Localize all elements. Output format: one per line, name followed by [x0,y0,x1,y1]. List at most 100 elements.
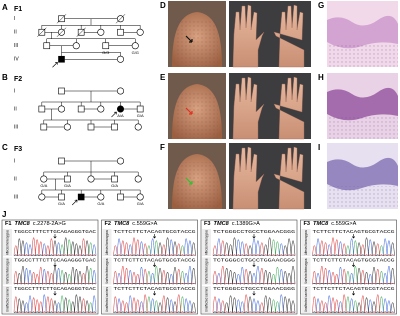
row-label-bg [301,286,311,313]
trace-T [212,240,296,256]
torso-lesions [176,92,218,138]
deceased-mark [37,27,47,37]
sequence: TGGCCTTTCTTGCAGAGGGTGAC [14,259,96,264]
genotype: G/A [137,113,144,118]
generation-label: I [14,16,15,22]
dermis-texture [327,44,398,67]
female-symbol [134,175,142,183]
male-symbol [58,193,65,201]
variant-arrow [351,234,356,239]
trace-T [212,294,296,313]
sequencing-title: F2 TMC8 c.559G>A [105,221,158,227]
male-symbol [117,193,124,201]
panel-label: B [2,73,8,82]
row-label-bg [102,229,112,256]
male-symbol [64,175,71,183]
title-gene: TMC8 [214,221,230,227]
torso-lesions [176,162,218,208]
male-symbol [77,193,85,201]
female-symbol [40,175,48,183]
trace-C [212,294,296,313]
sequence: TCTTCTTCTACAGTGCGTACCG [114,287,197,292]
male-symbol [87,123,95,131]
variant-arrow [252,234,256,239]
row-label-bg [202,229,211,256]
variant-arrow [252,291,256,296]
male-symbol [38,105,46,113]
trace-C [13,294,97,313]
hand [232,76,265,140]
genotype: G/A [64,183,71,188]
title-variant: c.2278-2A>G [33,221,66,227]
title-variant: c.559G>A [132,221,157,227]
descent-line [61,45,121,57]
proband-arrow [111,111,117,118]
hand [273,76,305,140]
hand [273,146,305,210]
title-family: F2 [105,221,112,227]
row-label-bg [202,257,211,285]
panel-label: A [2,3,8,12]
trace-T [13,266,97,285]
male-symbol [111,175,118,183]
descent-line [41,18,141,30]
trace-A [13,239,97,256]
family-label: F1 [14,6,22,13]
sequencing-title: F3 TMC8 c.559G>A [304,221,357,227]
panel-label: I [318,143,320,152]
male-symbol [40,123,48,131]
variant-arrow [351,291,356,296]
female-symbol [97,193,105,201]
descent-line [43,161,139,176]
sequencing-title: F3 TMC8 c.1389G>A [204,221,260,227]
female-symbol [117,157,125,165]
family-label: F2 [14,76,22,83]
row-label-bg [301,257,311,285]
trace-A [13,267,97,285]
title-variant: c.559G>A [331,221,356,227]
sequence: TCTTCTTCTACAGTGCGTACCG [313,230,396,235]
hand [232,4,265,68]
sequence: TCTGGGCCTGCCTGGAACGGG [213,259,296,264]
male-symbol [58,87,65,95]
female-symbol [72,42,80,50]
deceased-mark [56,27,67,37]
variant-arrow [152,262,157,267]
row-label-bg [3,257,12,285]
trace-A [13,295,97,313]
female-symbol [38,193,46,201]
trace-G [212,237,296,256]
variant-arrow [53,291,57,296]
trace-T [113,237,196,256]
title-variant: c.1389G>A [232,221,260,227]
sequence: TCTTCTTCTACAGTGCGTACCG [114,230,197,235]
panel-label: J [2,210,6,219]
genotype: G/G [102,50,109,55]
variant-arrow [351,262,356,267]
sequence: TCTTCTTCTACAGTGCGTACCG [313,259,396,264]
deceased-mark [56,14,67,24]
trace-T [312,294,395,313]
genotype: G/A [97,201,104,206]
variant-arrow [53,234,57,239]
descent-line [41,91,141,106]
male-symbol [58,55,65,63]
male-symbol [77,105,85,113]
title-gene: TMC8 [313,221,329,227]
sequencing-frame [200,219,298,315]
row-label: Unaffected carriers [5,287,9,312]
panel-label: F [160,143,165,152]
female-symbol [136,193,144,201]
row-label: Unaffected heterozygous [304,258,308,283]
trace-C [13,242,97,256]
genotype: G/A [58,201,65,206]
title-family: F3 [204,221,211,227]
row-label: Unaffected carriers [105,287,109,312]
female-symbol [87,175,95,183]
trace-T [212,265,296,285]
variant-arrow [53,262,57,267]
row-label: Unaffected heterozygous [5,258,9,283]
trace-T [13,237,97,256]
row-label: Affected homozygous [204,230,208,255]
panel-label: C [2,143,8,152]
